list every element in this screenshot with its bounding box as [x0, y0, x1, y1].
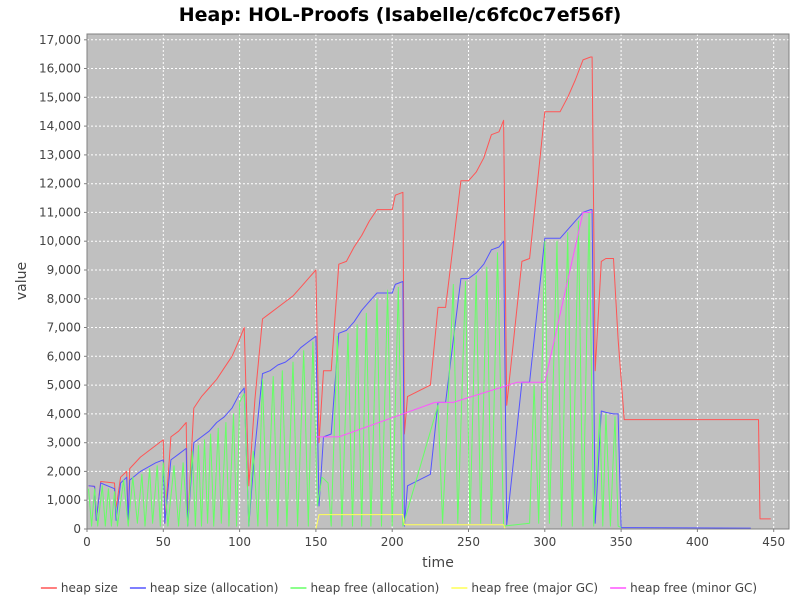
legend-item-4: heap free (minor GC): [630, 581, 757, 595]
x-tick-label: 400: [686, 535, 709, 549]
x-tick-label: 50: [156, 535, 171, 549]
y-tick-label: 13,000: [39, 148, 81, 162]
y-tick-label: 17,000: [39, 33, 81, 47]
y-tick-label: 0: [73, 522, 81, 536]
chart-title: Heap: HOL-Proofs (Isabelle/c6fc0c7ef56f): [179, 4, 622, 26]
y-tick-label: 5,000: [47, 378, 81, 392]
x-tick-label: 250: [457, 535, 480, 549]
legend-item-0: heap size: [61, 581, 118, 595]
legend-item-1: heap size (allocation): [150, 581, 279, 595]
y-tick-label: 3,000: [47, 436, 81, 450]
y-tick-label: 15,000: [39, 90, 81, 104]
series-layer: [88, 56, 771, 530]
x-tick-label: 200: [381, 535, 404, 549]
y-tick-label: 9,000: [47, 263, 81, 277]
x-axis: 0 50 100 150 200 250 300 350 400 450: [83, 529, 785, 549]
legend: heap size heap size (allocation) heap free…: [40, 581, 757, 595]
y-tick-label: 10,000: [39, 234, 81, 248]
x-tick-label: 300: [533, 535, 556, 549]
y-tick-label: 8,000: [47, 292, 81, 306]
y-tick-label: 14,000: [39, 119, 81, 133]
plot-border: [86, 33, 790, 530]
series-line-4: [315, 211, 593, 438]
x-tick-label: 0: [83, 535, 91, 549]
y-tick-label: 4,000: [47, 407, 81, 421]
legend-item-3: heap free (major GC): [471, 581, 598, 595]
x-tick-label: 100: [228, 535, 251, 549]
y-axis: 0 1,000 2,000 3,000 4,000 5,000 6,000 7,000 8,00…: [39, 33, 87, 536]
series-line-1: [88, 209, 751, 529]
y-tick-label: 2,000: [47, 464, 81, 478]
series-line-2: [88, 211, 622, 529]
x-tick-label: 450: [762, 535, 785, 549]
y-tick-label: 6,000: [47, 349, 81, 363]
legend-item-2: heap free (allocation): [310, 581, 439, 595]
x-axis-label: time: [422, 555, 454, 571]
y-tick-label: 1,000: [47, 493, 81, 507]
y-tick-label: 7,000: [47, 321, 81, 335]
y-tick-label: 11,000: [39, 205, 81, 219]
y-tick-label: 16,000: [39, 62, 81, 76]
y-axis-label: value: [14, 262, 30, 300]
x-tick-label: 350: [610, 535, 633, 549]
x-tick-label: 150: [304, 535, 327, 549]
y-tick-label: 12,000: [39, 177, 81, 191]
